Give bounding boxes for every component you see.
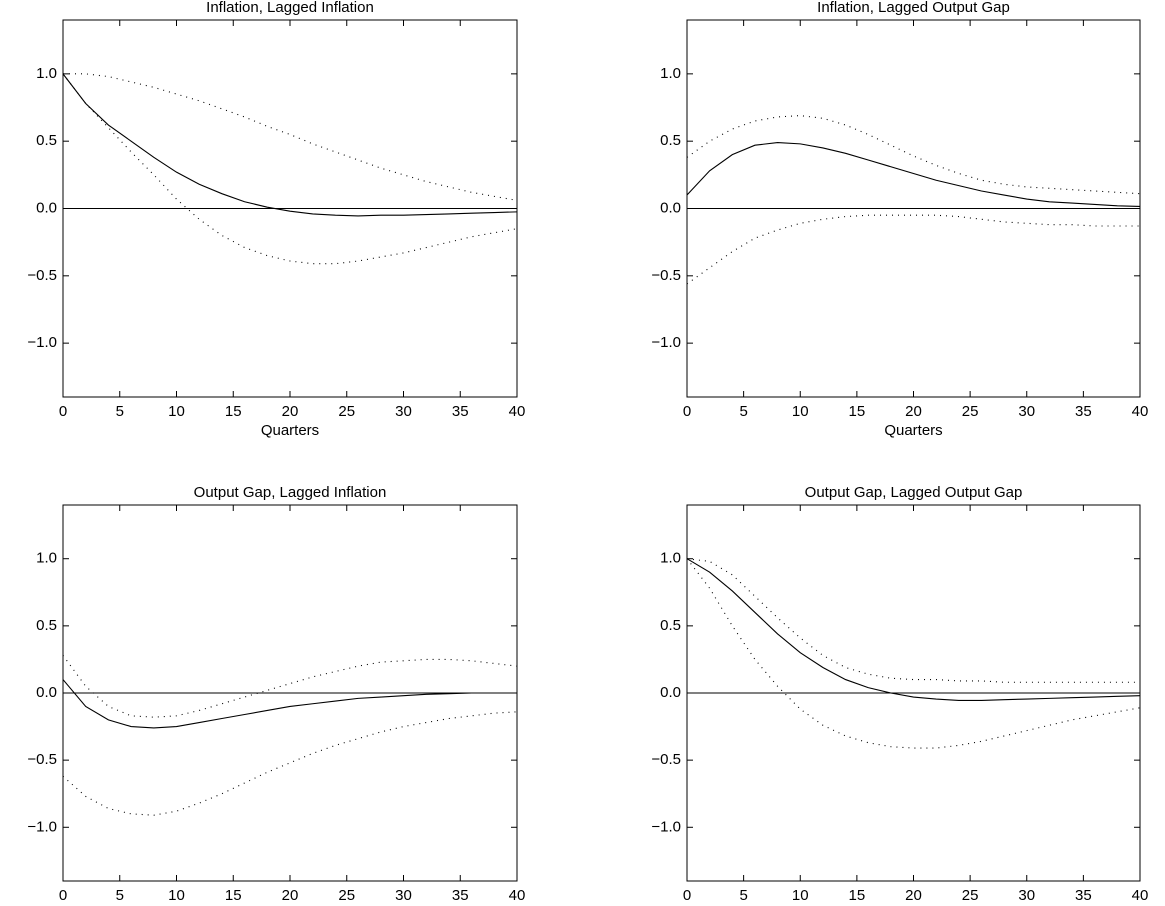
x-tick-label: 25 — [962, 887, 979, 904]
y-tick-label: −0.5 — [651, 751, 681, 768]
x-tick-label: 5 — [739, 887, 747, 904]
x-tick-label: 0 — [59, 403, 67, 420]
x-tick-label: 15 — [849, 403, 866, 420]
y-tick-label: 0.5 — [36, 617, 57, 634]
y-tick-label: 0.0 — [36, 199, 57, 216]
y-tick-label: −1.0 — [651, 334, 681, 351]
series-line — [62, 73, 518, 217]
x-tick-label: 25 — [338, 887, 355, 904]
plot-frame — [686, 504, 1141, 882]
x-tick-label: 5 — [739, 403, 747, 420]
series-line — [686, 214, 1140, 285]
x-tick-label: 15 — [849, 887, 866, 904]
series-line — [686, 558, 1140, 683]
x-tick-label: 0 — [683, 887, 691, 904]
y-tick-label: 1.0 — [36, 550, 57, 567]
x-tick-label: 20 — [905, 403, 922, 420]
y-tick-label: 1.0 — [660, 65, 681, 82]
x-tick-label: 20 — [282, 403, 299, 420]
y-tick-label: −0.5 — [27, 751, 57, 768]
chart-title: Output Gap, Lagged Output Gap — [805, 484, 1023, 501]
series-line — [62, 679, 517, 729]
y-tick-label: 0.5 — [660, 617, 681, 634]
x-tick-label: 10 — [168, 887, 185, 904]
plot-frame — [686, 19, 1141, 398]
x-tick-label: 10 — [792, 403, 809, 420]
x-axis-label: Quarters — [884, 422, 942, 439]
series-line — [62, 711, 518, 816]
plot-frame — [62, 504, 518, 882]
series-line — [686, 558, 1141, 749]
y-tick-label: 0.0 — [660, 684, 681, 701]
y-tick-label: −0.5 — [27, 267, 57, 284]
x-tick-label: 30 — [1018, 887, 1035, 904]
x-tick-label: 30 — [395, 403, 412, 420]
series-line — [686, 141, 1141, 208]
x-tick-label: 25 — [962, 403, 979, 420]
chart-title: Inflation, Lagged Inflation — [206, 0, 374, 16]
y-tick-label: −1.0 — [27, 818, 57, 835]
x-tick-label: 40 — [509, 403, 526, 420]
y-tick-label: 1.0 — [36, 65, 57, 82]
y-tick-label: −1.0 — [27, 334, 57, 351]
x-axis-label: Quarters — [261, 422, 319, 439]
y-tick-label: 0.0 — [660, 199, 681, 216]
x-tick-label: 35 — [1075, 403, 1092, 420]
x-tick-label: 15 — [225, 403, 242, 420]
x-tick-label: 5 — [116, 887, 124, 904]
x-tick-label: 25 — [338, 403, 355, 420]
x-tick-label: 35 — [452, 403, 469, 420]
x-tick-label: 20 — [905, 887, 922, 904]
x-tick-label: 20 — [282, 887, 299, 904]
x-tick-label: 30 — [395, 887, 412, 904]
y-tick-label: 0.0 — [36, 684, 57, 701]
y-tick-label: 1.0 — [660, 550, 681, 567]
plot-frame — [62, 19, 518, 398]
x-tick-label: 0 — [683, 403, 691, 420]
x-tick-label: 15 — [225, 887, 242, 904]
x-tick-label: 5 — [116, 403, 124, 420]
x-tick-label: 0 — [59, 887, 67, 904]
y-tick-label: −0.5 — [651, 267, 681, 284]
series-line — [62, 655, 518, 718]
x-tick-label: 40 — [509, 887, 526, 904]
series-line — [63, 73, 518, 201]
y-tick-label: 0.5 — [36, 132, 57, 149]
x-tick-label: 40 — [1132, 887, 1149, 904]
y-tick-label: −1.0 — [651, 818, 681, 835]
series-line — [686, 558, 1141, 701]
x-tick-label: 35 — [1075, 887, 1092, 904]
x-tick-label: 40 — [1132, 403, 1149, 420]
x-tick-label: 10 — [792, 887, 809, 904]
series-line — [686, 115, 1141, 195]
chart-title: Output Gap, Lagged Inflation — [194, 484, 387, 501]
y-tick-label: 0.5 — [660, 132, 681, 149]
chart-title: Inflation, Lagged Output Gap — [817, 0, 1010, 16]
x-tick-label: 10 — [168, 403, 185, 420]
x-tick-label: 30 — [1018, 403, 1035, 420]
x-tick-label: 35 — [452, 887, 469, 904]
series-line — [62, 73, 518, 265]
